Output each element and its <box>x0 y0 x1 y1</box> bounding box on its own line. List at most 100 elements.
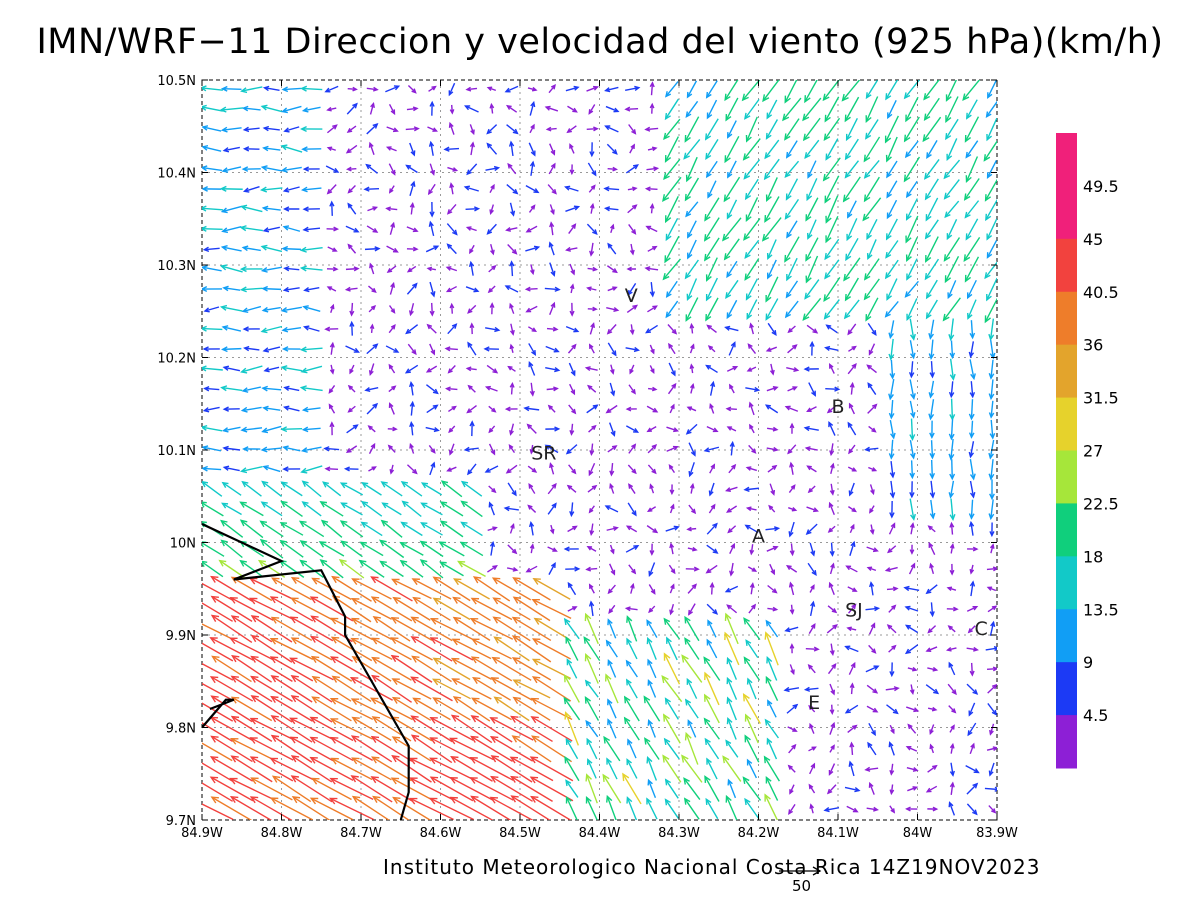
wind-vector <box>645 225 658 233</box>
wind-vector <box>565 795 578 820</box>
wind-vector <box>569 383 576 396</box>
wind-vector <box>351 716 392 741</box>
wind-vector <box>669 583 675 594</box>
wind-vector <box>647 718 656 738</box>
wind-vector <box>489 102 495 114</box>
wind-vector <box>728 341 736 356</box>
wind-vector <box>987 703 997 716</box>
wind-vector <box>221 166 242 173</box>
wind-vector <box>687 220 697 239</box>
wind-vector <box>743 617 761 641</box>
wind-vector <box>830 462 835 474</box>
wind-vector <box>491 577 532 601</box>
wind-vector <box>512 679 551 699</box>
wind-vector <box>280 306 302 313</box>
wind-vector <box>846 218 858 242</box>
wind-vector <box>546 386 559 392</box>
wind-vector <box>488 443 496 456</box>
wind-vector <box>768 504 776 513</box>
wind-vector <box>386 265 397 273</box>
wind-vector <box>844 277 859 302</box>
wind-vector <box>627 283 637 296</box>
wind-vector <box>806 465 817 473</box>
wind-vector <box>486 364 499 374</box>
wind-vector <box>742 693 761 724</box>
wind-vector <box>823 117 841 142</box>
wind-vector <box>567 606 578 612</box>
wind-vector <box>351 757 392 781</box>
wind-vector <box>744 239 760 259</box>
wind-vector <box>349 676 394 701</box>
wind-vector <box>786 220 798 239</box>
wind-vector <box>261 385 282 392</box>
wind-vector <box>432 697 471 721</box>
wind-vector <box>828 420 836 436</box>
wind-vector <box>585 719 599 738</box>
wind-vector <box>328 797 374 820</box>
wind-vector <box>948 801 956 816</box>
wind-vector <box>964 256 980 283</box>
wind-vector <box>789 422 795 434</box>
wind-vector <box>925 646 938 653</box>
wind-vector <box>809 340 815 356</box>
wind-vector <box>472 576 511 602</box>
wind-vector <box>888 522 896 535</box>
wind-vector <box>202 85 223 92</box>
wind-vector <box>988 805 997 814</box>
wind-vector <box>629 582 635 594</box>
wind-vector <box>804 446 818 452</box>
wind-vector <box>565 205 581 212</box>
wind-vector <box>465 366 477 372</box>
wind-vector <box>549 221 555 236</box>
wind-vector <box>466 463 477 476</box>
colorbar-label: 9 <box>1083 653 1093 672</box>
wind-vector <box>649 543 655 556</box>
wind-vector <box>745 116 758 143</box>
wind-vector <box>486 124 498 135</box>
wind-vector <box>289 736 334 762</box>
colorbar-label: 36 <box>1083 336 1103 355</box>
wind-vector <box>386 245 399 253</box>
wind-vector <box>729 383 735 394</box>
wind-vector <box>586 126 599 132</box>
wind-vector <box>270 715 313 743</box>
wind-vector <box>465 206 481 212</box>
wind-vector <box>807 485 816 494</box>
wind-vector <box>300 125 323 133</box>
wind-vector <box>459 541 484 557</box>
wind-vector <box>449 796 494 820</box>
wind-vector <box>625 525 638 533</box>
wind-vector <box>765 298 779 321</box>
wind-vector <box>905 237 918 263</box>
wind-vector <box>949 358 956 381</box>
wind-vector <box>241 166 261 172</box>
city-label: C <box>974 618 987 640</box>
wind-vector <box>668 342 676 355</box>
wind-vector <box>849 682 855 695</box>
wind-vector <box>525 305 538 313</box>
wind-vector <box>725 486 738 493</box>
wind-vector <box>904 140 919 159</box>
wind-vector <box>449 182 455 195</box>
wind-vector <box>824 259 840 280</box>
wind-vector <box>886 624 897 634</box>
wind-vector <box>202 682 234 702</box>
colorbar-label: 18 <box>1083 547 1103 566</box>
wind-vector <box>649 102 655 114</box>
wind-vector <box>585 566 598 572</box>
wind-vector <box>969 458 976 481</box>
wind-vector <box>528 204 536 213</box>
wind-vector <box>388 163 396 176</box>
wind-vector <box>202 165 223 172</box>
wind-vector <box>904 644 919 655</box>
wind-vector <box>624 606 638 612</box>
wind-vector <box>968 520 975 536</box>
wind-vector <box>349 302 355 317</box>
wind-vector <box>689 363 695 374</box>
wind-vector <box>925 197 939 222</box>
wind-vector <box>809 542 816 557</box>
wind-vector <box>706 544 719 554</box>
wind-vector <box>664 798 680 819</box>
wind-vector <box>283 126 300 133</box>
wind-vector <box>745 197 759 222</box>
